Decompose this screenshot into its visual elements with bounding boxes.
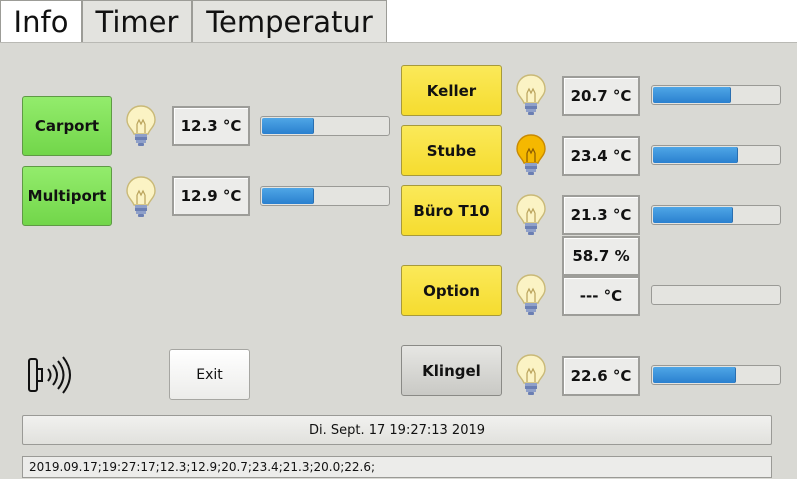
carport-level-bar xyxy=(260,116,390,136)
stube-level-bar xyxy=(651,145,781,165)
lightbulb-icon xyxy=(516,354,546,395)
tab-info[interactable]: Info xyxy=(0,0,82,44)
lightbulb-icon xyxy=(516,194,546,235)
buero-t10-button[interactable]: Büro T10 xyxy=(401,185,502,236)
multiport-temperature: 12.9 °C xyxy=(172,176,250,216)
lightbulb-icon xyxy=(516,74,546,115)
tab-temperatur[interactable]: Temperatur xyxy=(192,0,387,42)
lightbulb-icon xyxy=(126,176,156,217)
exit-button[interactable]: Exit xyxy=(169,349,250,400)
buero-temperature: 21.3 °C xyxy=(562,195,640,235)
klingel-level-bar xyxy=(651,365,781,385)
carport-temperature: 12.3 °C xyxy=(172,106,250,146)
lightbulb-icon xyxy=(126,105,156,146)
tab-bar: Info Timer Temperatur xyxy=(0,0,797,44)
lightbulb-on-icon xyxy=(516,134,546,175)
humidity-value: 58.7 % xyxy=(562,236,640,276)
nfc-reader-icon[interactable] xyxy=(26,355,78,395)
stube-button[interactable]: Stube xyxy=(401,125,502,176)
option-button[interactable]: Option xyxy=(401,265,502,316)
buero-level-bar xyxy=(651,205,781,225)
option-level-bar xyxy=(651,285,781,305)
klingel-button[interactable]: Klingel xyxy=(401,345,502,396)
lightbulb-icon xyxy=(516,274,546,315)
tab-timer[interactable]: Timer xyxy=(82,0,192,42)
info-panel xyxy=(0,42,797,479)
keller-button[interactable]: Keller xyxy=(401,65,502,116)
datetime-display: Di. Sept. 17 19:27:13 2019 xyxy=(22,415,772,445)
log-line: 2019.09.17;19:27:17;12.3;12.9;20.7;23.4;… xyxy=(22,456,772,478)
carport-button[interactable]: Carport xyxy=(22,96,112,156)
klingel-temperature: 22.6 °C xyxy=(562,356,640,396)
keller-temperature: 20.7 °C xyxy=(562,76,640,116)
multiport-level-bar xyxy=(260,186,390,206)
option-temperature: --- °C xyxy=(562,276,640,316)
keller-level-bar xyxy=(651,85,781,105)
stube-temperature: 23.4 °C xyxy=(562,136,640,176)
multiport-button[interactable]: Multiport xyxy=(22,166,112,226)
